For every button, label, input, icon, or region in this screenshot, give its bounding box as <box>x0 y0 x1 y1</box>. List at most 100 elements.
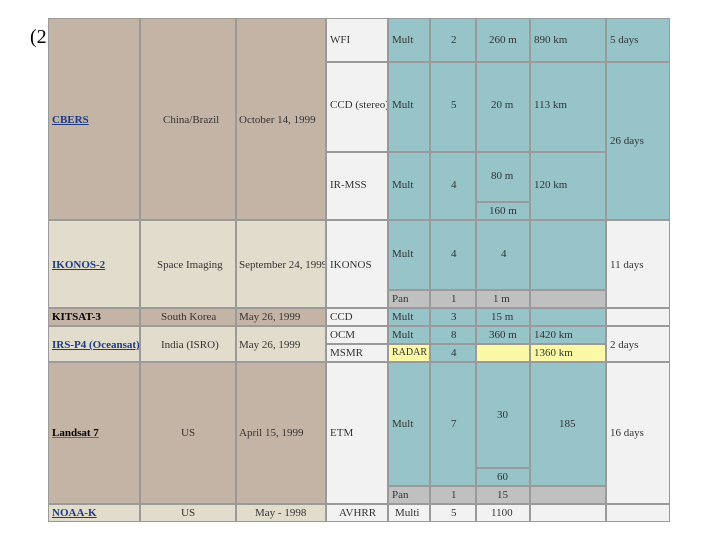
ikonos-band: Mult <box>392 248 414 260</box>
cbers-swath-cell-1: 890 km <box>530 18 606 62</box>
irs-res-1: 360 m <box>489 329 517 341</box>
kitsat-operator: South Korea <box>161 311 217 323</box>
landsat-revisit: 16 days <box>610 427 644 439</box>
cbers-sensor-2: CCD (stereo) <box>330 99 388 111</box>
irs-count-cell-1: 8 <box>430 326 476 344</box>
irs-count-cell-2: 4 <box>430 344 476 362</box>
irs-band-1: Mult <box>392 329 414 341</box>
noaa-swath-cell <box>530 504 606 522</box>
cbers-swath-3: 120 km <box>534 179 568 191</box>
ikonos-res: 4 <box>501 248 507 260</box>
ikonos-res-cell: 4 <box>476 220 530 290</box>
kitsat-name: KITSAT-3 <box>52 311 101 323</box>
kitsat-launch-cell: May 26, 1999 <box>236 308 326 326</box>
landsat-swath-cell: 185 <box>530 362 606 486</box>
noaa-sensor-cell: AVHRR <box>326 504 388 522</box>
ikonos-launch-cell: September 24, 1999 <box>236 220 326 308</box>
kitsat-sensor-cell: CCD <box>326 308 388 326</box>
irs-count-2: 4 <box>451 347 457 359</box>
irs-sensor-1: OCM <box>330 329 356 341</box>
cbers-band-cell-3: Mult <box>388 152 430 220</box>
landsat-operator: US <box>181 427 196 439</box>
cbers-res-extra: 160 m <box>489 205 517 217</box>
cbers-res-cell-extra: 160 m <box>476 202 530 220</box>
ikonos-link[interactable]: IKONOS-2 <box>52 259 106 271</box>
cbers-res-cell-2: 20 m <box>476 62 530 152</box>
noaa-launch: May - 1998 <box>255 507 307 519</box>
kitsat-res: 15 m <box>491 311 514 323</box>
noaa-link[interactable]: NOAA-K <box>52 507 97 519</box>
cbers-sensor-cell-1: WFI <box>326 18 388 62</box>
noaa-sensor: AVHRR <box>339 507 377 519</box>
irs-launch-cell: May 26, 1999 <box>236 326 326 362</box>
kitsat-name-cell: KITSAT-3 <box>48 308 140 326</box>
landsat-pan-res: 15 <box>497 489 508 501</box>
ikonos-swath-cell <box>530 220 606 290</box>
kitsat-swath-cell <box>530 308 606 326</box>
ikonos-band-cell: Mult <box>388 220 430 290</box>
noaa-operator-cell: US <box>140 504 236 522</box>
ikonos-sensor-cell: IKONOS <box>326 220 388 308</box>
irs-operator: India (ISRO) <box>161 339 219 351</box>
cbers-swath-2: 113 km <box>534 99 567 111</box>
cbers-band-1: Mult <box>392 34 414 46</box>
ikonos-operator-cell: Space Imaging <box>140 220 236 308</box>
cbers-sensor-cell-2: CCD (stereo) <box>326 62 388 152</box>
ikonos-count: 4 <box>451 248 457 260</box>
landsat-sensor-cell: ETM <box>326 362 388 504</box>
cbers-band-3: Mult <box>392 179 414 191</box>
kitsat-count-cell: 3 <box>430 308 476 326</box>
landsat-pan-count-cell: 1 <box>430 486 476 504</box>
cbers-count-cell-2: 5 <box>430 62 476 152</box>
cbers-count-3: 4 <box>451 179 457 191</box>
irs-swath-cell-1: 1420 km <box>530 326 606 344</box>
irs-revisit: 2 days <box>610 339 639 351</box>
cbers-count-cell-1: 2 <box>430 18 476 62</box>
cbers-sensor-1: WFI <box>330 34 351 46</box>
ikonos-sensor: IKONOS <box>330 259 372 271</box>
irs-link[interactable]: IRS-P4 (Oceansat) <box>52 339 140 351</box>
landsat-count-cell: 7 <box>430 362 476 486</box>
cbers-operator-cell: China/Brazil <box>140 18 236 220</box>
landsat-swath: 185 <box>559 418 576 430</box>
noaa-band: Multi <box>395 507 420 519</box>
noaa-res: 1100 <box>491 507 513 519</box>
cbers-res-3: 80 m <box>491 170 514 182</box>
landsat-count: 7 <box>451 418 457 430</box>
landsat-name-cell: Landsat 7 <box>48 362 140 504</box>
irs-revisit-cell: 2 days <box>606 326 670 362</box>
cbers-sensor-cell-3: IR-MSS <box>326 152 388 220</box>
kitsat-res-cell: 15 m <box>476 308 530 326</box>
irs-res-cell-2 <box>476 344 530 362</box>
irs-operator-cell: India (ISRO) <box>140 326 236 362</box>
ikonos-pan-swath-cell <box>530 290 606 308</box>
cbers-res-1: 260 m <box>489 34 517 46</box>
cbers-revisit-cell-2: 26 days <box>606 62 670 220</box>
cbers-swath-cell-3: 120 km <box>530 152 606 220</box>
kitsat-sensor: CCD <box>330 311 353 323</box>
kitsat-launch: May 26, 1999 <box>239 311 301 323</box>
ikonos-pan-count-cell: 1 <box>430 290 476 308</box>
irs-sensor-cell-1: OCM <box>326 326 388 344</box>
irs-band-2: RADAR <box>392 347 428 358</box>
landsat-pan-band: Pan <box>392 489 409 501</box>
landsat-band-cell: Mult <box>388 362 430 486</box>
cbers-link[interactable]: CBERS <box>52 114 89 126</box>
cbers-band-cell-2: Mult <box>388 62 430 152</box>
landsat-operator-cell: US <box>140 362 236 504</box>
ikonos-pan-res-cell: 1 m <box>476 290 530 308</box>
landsat-pan-band-cell: Pan <box>388 486 430 504</box>
ikonos-count-cell: 4 <box>430 220 476 290</box>
landsat-pan-swath-cell <box>530 486 606 504</box>
irs-sensor-2: MSMR <box>330 347 364 359</box>
ikonos-revisit: 11 days <box>610 259 644 271</box>
ikonos-name-cell: IKONOS-2 <box>48 220 140 308</box>
irs-name-cell: IRS-P4 (Oceansat) <box>48 326 140 362</box>
cbers-launch: October 14, 1999 <box>239 114 316 126</box>
cbers-name-cell: CBERS <box>48 18 140 220</box>
cbers-launch-cell: October 14, 1999 <box>236 18 326 220</box>
irs-swath-cell-2: 1360 km <box>530 344 606 362</box>
irs-res-cell-1: 360 m <box>476 326 530 344</box>
irs-swath-1: 1420 km <box>534 329 573 341</box>
cbers-swath-cell-2: 113 km <box>530 62 606 152</box>
